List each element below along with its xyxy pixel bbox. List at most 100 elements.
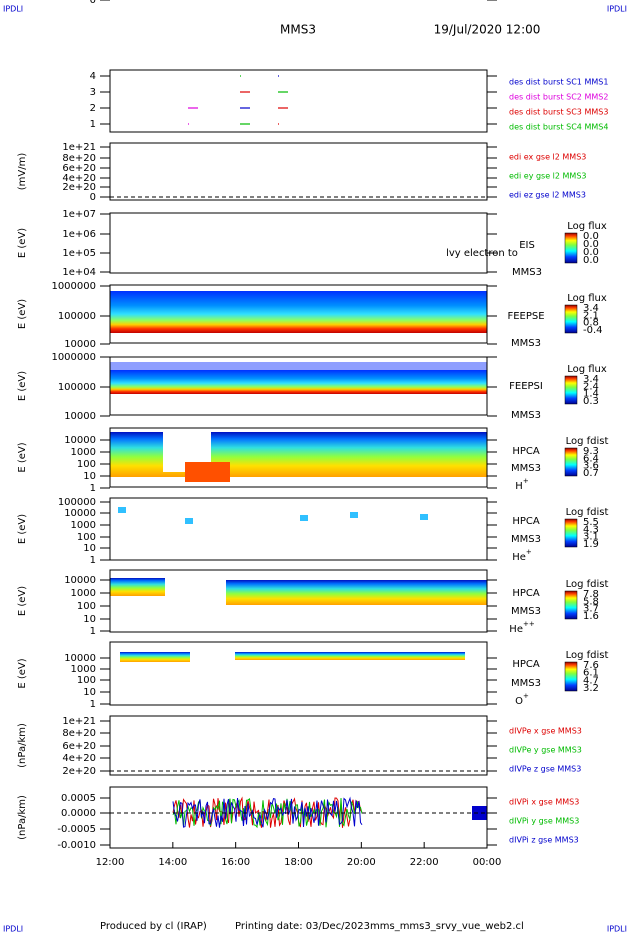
panel-label: FEEPSI xyxy=(509,381,543,392)
colorbar-tick-label: 3.6 xyxy=(583,461,599,472)
y-tick-label: 1e+04 xyxy=(62,267,96,278)
corner-label: IPDLI xyxy=(3,5,23,14)
panel-frame xyxy=(109,212,488,274)
legend-entry: dIVPi y gse MMS3 xyxy=(509,817,579,826)
panel-label: EIS xyxy=(519,240,535,251)
species-label: O+ xyxy=(515,692,529,707)
colorbar xyxy=(564,232,578,264)
species-base: He xyxy=(512,552,526,563)
species-label: He+ xyxy=(512,548,532,563)
y-tick-label: 10 xyxy=(83,614,96,625)
y-tick-label: 0 xyxy=(90,0,96,6)
spectrogram xyxy=(420,514,428,520)
species-charge: + xyxy=(523,692,529,700)
colorbar xyxy=(564,304,578,334)
y-tick-label: 1e+06 xyxy=(62,229,96,240)
y-tick-label: 1000000 xyxy=(51,281,96,292)
y-tick-label: 100 xyxy=(77,675,96,686)
legend-entry: edi ey gse l2 MMS3 xyxy=(509,172,587,181)
colorbar-tick-label: 6.1 xyxy=(583,668,599,679)
colorbar-tick-label: 6.4 xyxy=(583,453,599,464)
y-tick-label: 10000 xyxy=(64,575,96,586)
colorbar-tick-label: 2.4 xyxy=(583,381,599,392)
colorbar-tick-label: 4.7 xyxy=(583,675,599,686)
legend-entry: des dist burst SC2 MMS2 xyxy=(509,93,608,102)
panel-label: MMS3 xyxy=(511,534,541,545)
y-tick-label: 10000 xyxy=(64,653,96,664)
colorbar-tick-label: 3.2 xyxy=(583,683,599,694)
panel-label: lvy electron to xyxy=(446,248,518,259)
colorbar-tick-label: 1.9 xyxy=(583,539,599,550)
colorbar-tick-label: 7.8 xyxy=(583,589,599,600)
x-tick-label: 16:00 xyxy=(221,857,250,868)
legend-entry: dIVPe y gse MMS3 xyxy=(509,746,582,755)
spectrogram xyxy=(235,652,465,660)
species-base: He xyxy=(509,624,523,635)
panel-frame xyxy=(109,569,488,633)
footer-text: Printing date: 03/Dec/2023 xyxy=(235,921,370,932)
title: MMS3 xyxy=(280,23,316,37)
y-tick-label: 0.0000 xyxy=(61,808,96,819)
spectrogram xyxy=(110,291,487,333)
legend-entry: des dist burst SC3 MMS3 xyxy=(509,108,608,117)
y-tick-label: 1000 xyxy=(71,664,96,675)
y-tick-label: 100 xyxy=(77,601,96,612)
colorbar-title: Log fdist xyxy=(566,436,609,447)
y-axis-label: (nPa/km) xyxy=(17,723,28,768)
x-tick-label: 20:00 xyxy=(347,857,376,868)
colorbar-tick-label: 7.6 xyxy=(583,660,599,671)
y-tick-label: 3 xyxy=(90,87,96,98)
colorbar-tick-label: 1.6 xyxy=(583,611,599,622)
legend-entry: dIVPe x gse MMS3 xyxy=(509,727,582,736)
colorbar-title: Log flux xyxy=(567,293,607,304)
legend-entry: edi ex gse l2 MMS3 xyxy=(509,153,586,162)
y-tick-label: 100000 xyxy=(58,382,96,393)
colorbar-tick-label: 0.0 xyxy=(583,247,599,258)
colorbar-tick-label: 0.3 xyxy=(583,396,599,407)
y-tick-label: 10 xyxy=(83,687,96,698)
y-tick-label: 1e+21 xyxy=(62,716,96,727)
panel-label: MMS3 xyxy=(511,463,541,474)
y-tick-label: 100000 xyxy=(58,311,96,322)
colorbar-tick-label: 0.0 xyxy=(583,239,599,250)
trace xyxy=(472,806,487,820)
colorbar-title: Log fdist xyxy=(566,507,609,518)
spectrogram xyxy=(226,580,487,605)
y-tick-label: 0 xyxy=(90,192,96,203)
colorbar-tick-label: 4.3 xyxy=(583,524,599,535)
colorbar-tick-label: 5.8 xyxy=(583,596,599,607)
colorbar-tick-label: 3.1 xyxy=(583,532,599,543)
y-tick-label: 1000 xyxy=(71,520,96,531)
y-tick-label: 6e+20 xyxy=(62,163,96,174)
trace xyxy=(172,797,363,829)
y-axis-label: E (eV) xyxy=(17,658,28,688)
colorbar xyxy=(564,661,578,692)
y-tick-label: 1 xyxy=(90,119,96,130)
colorbar-tick-label: 3.7 xyxy=(583,604,599,615)
legend-entry: dIVPi z gse MMS3 xyxy=(509,836,579,845)
panel-label: MMS3 xyxy=(511,678,541,689)
y-axis-label: (nPa/km) xyxy=(17,795,28,840)
panel-frame xyxy=(109,356,488,416)
legend-entry: dIVPi x gse MMS3 xyxy=(509,798,579,807)
y-tick-label: -0.0005 xyxy=(57,824,96,835)
y-tick-label: 100000 xyxy=(58,497,96,508)
panel-frame xyxy=(109,715,488,776)
spectrogram xyxy=(185,518,193,524)
spectrogram xyxy=(300,515,308,521)
colorbar-title: Log flux xyxy=(567,221,607,232)
y-tick-label: 2 xyxy=(90,103,96,114)
colorbar-tick-label: 3.4 xyxy=(583,303,599,314)
panel-label: MMS3 xyxy=(512,267,542,278)
y-tick-label: 1 xyxy=(90,699,96,710)
y-tick-label: 1e+05 xyxy=(62,248,96,259)
corner-label: IPDLI xyxy=(607,5,627,14)
colorbar-tick-label: 1.4 xyxy=(583,389,599,400)
y-tick-label: 2e+20 xyxy=(62,766,96,777)
y-tick-label: 1e+07 xyxy=(62,209,96,220)
y-axis-label: E (eV) xyxy=(17,442,28,472)
panel-label: MMS3 xyxy=(511,338,541,349)
footer-text: Produced by cl (IRAP) xyxy=(100,921,207,932)
spectrogram xyxy=(350,512,358,518)
